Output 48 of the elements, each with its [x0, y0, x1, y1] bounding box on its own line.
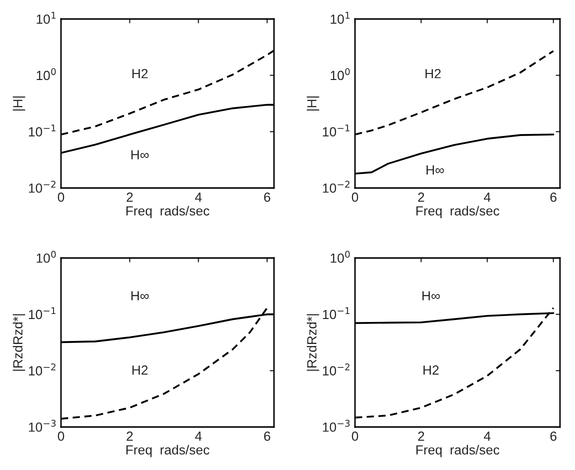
- y-axis-title: |H|: [306, 96, 320, 111]
- y-tick-label: 10$^{−3}$: [322, 420, 350, 432]
- annotation: H∞: [131, 291, 149, 300]
- y-tick-label: 10$^{−2}$: [28, 363, 56, 376]
- x-tick-label: 0: [58, 192, 64, 202]
- x-tick-label: 2: [126, 432, 133, 441]
- x-tick-label: 0: [352, 192, 358, 202]
- y-tick-label: 10$^{−2}$: [28, 180, 56, 193]
- x-tick-label: 4: [484, 192, 491, 202]
- y-tick-label: 10$^{−1}$: [28, 307, 56, 320]
- y-tick-label: 10$^{1}$: [36, 12, 56, 24]
- y-tick-label: 10$^{−1}$: [322, 124, 350, 136]
- x-tick-label: 0: [352, 432, 358, 441]
- annotation: H2: [424, 365, 439, 375]
- y-tick-label: 10$^{−2}$: [322, 363, 350, 376]
- y-axis-title: |RzdRzd*|: [12, 314, 26, 371]
- y-tick-label: 10$^{−1}$: [322, 307, 350, 320]
- x-axis-title: Freq rads/sec: [126, 444, 210, 458]
- y-tick-label: 10$^{1}$: [330, 12, 350, 24]
- annotation: H∞: [426, 165, 444, 175]
- y-tick-label: 10$^{−1}$: [28, 124, 56, 136]
- y-tick-label: 10$^{0}$: [330, 68, 350, 80]
- annotation: H2: [426, 68, 441, 78]
- x-tick-label: 2: [418, 432, 424, 441]
- y-tick-label: 10$^{0}$: [36, 68, 56, 80]
- y-axis-title: |RzdRzd*|: [306, 314, 320, 371]
- annotation: H2: [132, 68, 148, 78]
- y-tick-label: 10$^{−2}$: [322, 180, 350, 193]
- x-tick-label: 2: [126, 192, 133, 202]
- y-tick-label: 10$^{0}$: [36, 250, 56, 263]
- y-tick-label: 10$^{−3}$: [28, 420, 56, 432]
- y-tick-label: 10$^{0}$: [330, 250, 350, 263]
- annotation: H2: [132, 365, 148, 375]
- x-tick-label: 4: [484, 432, 491, 441]
- annotation: H∞: [131, 150, 149, 160]
- x-axis-title: Freq rads/sec: [126, 206, 210, 218]
- x-axis-title: Freq rads/sec: [416, 206, 500, 218]
- x-tick-label: 6: [550, 192, 556, 202]
- x-tick-label: 4: [195, 432, 202, 441]
- annotation: H∞: [422, 291, 440, 300]
- x-tick-label: 6: [264, 192, 270, 202]
- x-axis-title: Freq rads/sec: [416, 444, 500, 458]
- y-axis-title: |H|: [12, 96, 26, 111]
- x-tick-label: 6: [264, 432, 270, 441]
- x-tick-label: 6: [550, 432, 556, 441]
- x-tick-label: 4: [195, 192, 202, 202]
- x-tick-label: 0: [58, 432, 64, 441]
- x-tick-label: 2: [418, 192, 424, 202]
